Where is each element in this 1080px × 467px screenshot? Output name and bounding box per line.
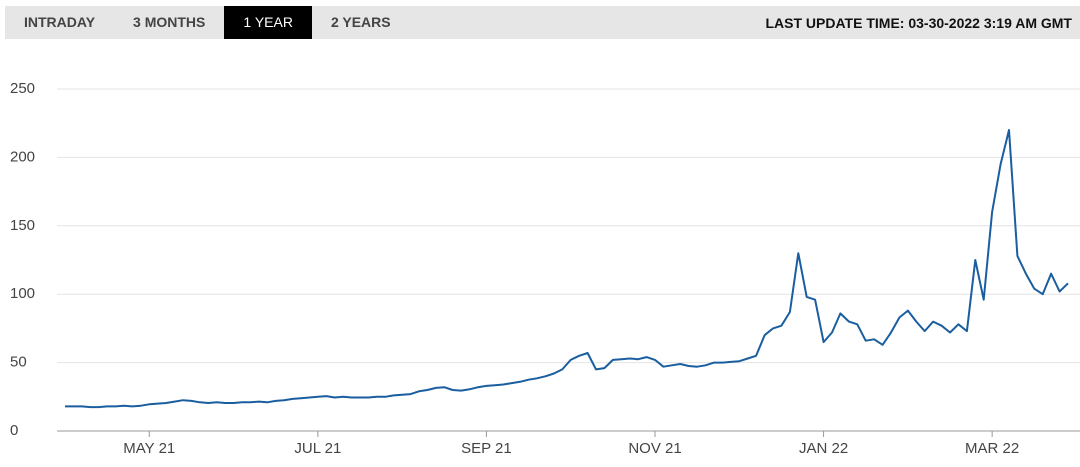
y-tick-label: 0: [10, 422, 18, 439]
x-tick-label: MAY 21: [123, 440, 175, 457]
y-tick-label: 50: [10, 354, 27, 371]
tab-bar: INTRADAY 3 MONTHS 1 YEAR 2 YEARS LAST UP…: [5, 6, 1080, 39]
x-tick-label: JAN 22: [799, 440, 848, 457]
x-tick-label: NOV 21: [628, 440, 681, 457]
y-tick-label: 100: [10, 285, 35, 302]
x-tick-label: SEP 21: [461, 440, 512, 457]
tab[interactable]: 1 YEAR: [224, 6, 312, 39]
tab[interactable]: 3 MONTHS: [133, 14, 206, 30]
tab[interactable]: INTRADAY: [24, 14, 96, 30]
y-tick-label: 200: [10, 148, 35, 165]
y-tick-label: 150: [10, 217, 35, 234]
tab[interactable]: 2 YEARS: [330, 14, 391, 30]
last-update: LAST UPDATE TIME: 03-30-2022 3:19 AM GMT: [765, 14, 1072, 31]
x-tick-label: MAR 22: [965, 440, 1019, 457]
y-tick-label: 250: [10, 80, 35, 97]
x-tick-label: JUL 21: [294, 440, 341, 457]
price-line: [65, 129, 1069, 409]
